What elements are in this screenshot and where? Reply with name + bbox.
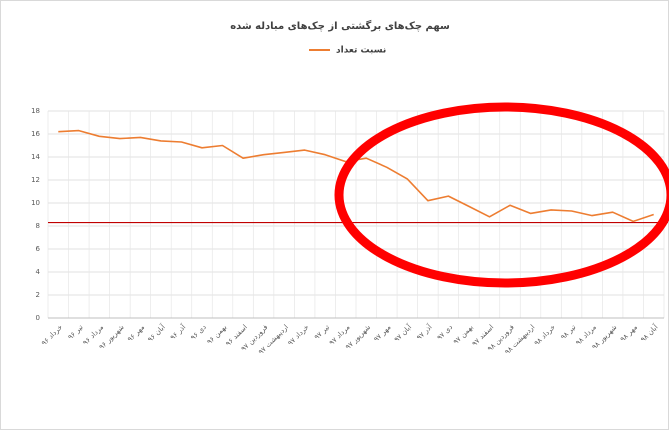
highlight-ellipse	[334, 102, 669, 288]
y-tick-label: 2	[36, 291, 40, 299]
y-tick-label: 18	[31, 107, 40, 115]
y-tick-label: 6	[36, 245, 41, 253]
legend-label: نسبت تعداد	[336, 46, 386, 56]
y-tick-label: 16	[31, 130, 40, 138]
y-tick-label: 12	[31, 176, 40, 184]
y-tick-label: 8	[36, 222, 40, 230]
y-tick-label: 14	[31, 153, 40, 161]
chart-title: سهم چک‌های برگشتی از چک‌های مبادله شده	[230, 19, 450, 32]
y-tick-label: 10	[31, 199, 40, 207]
y-tick-label: 4	[36, 268, 41, 276]
y-tick-label: 0	[36, 314, 40, 322]
